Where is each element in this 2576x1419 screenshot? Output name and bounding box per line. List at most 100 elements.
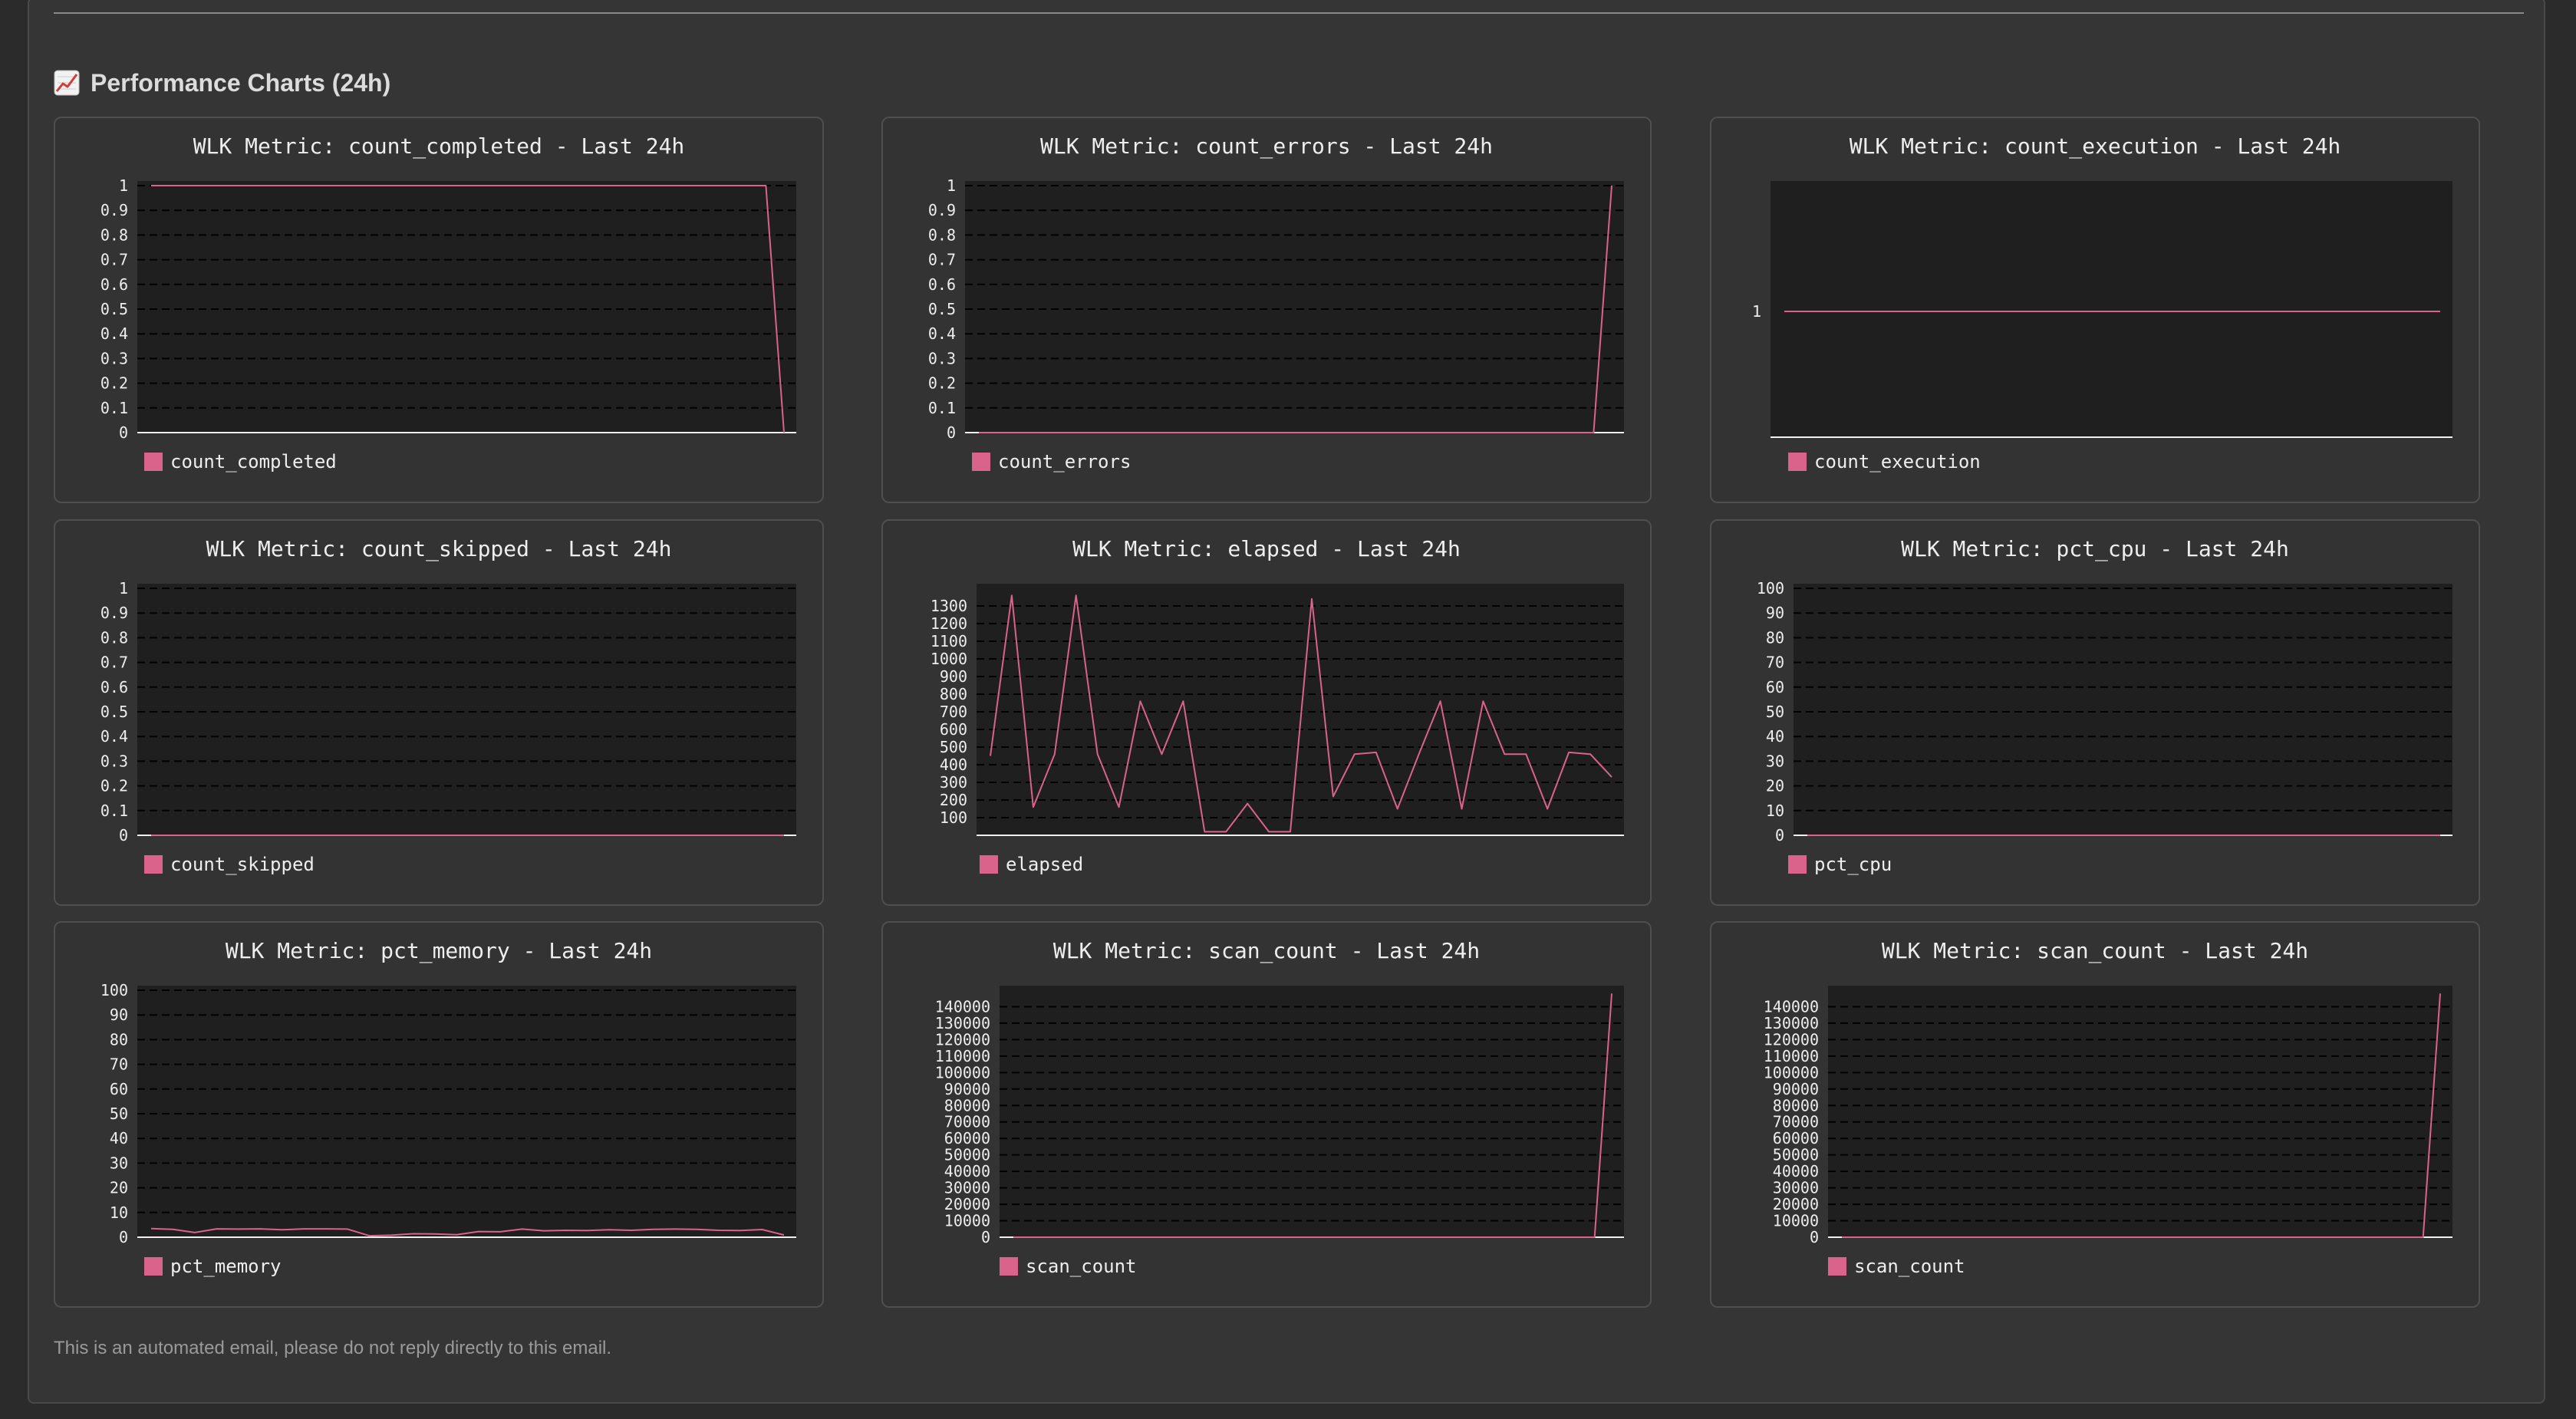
y-tick-label: 0 <box>1775 826 1784 844</box>
y-tick-label: 90000 <box>1773 1080 1819 1098</box>
y-tick-label: 90 <box>110 1006 128 1024</box>
y-tick-label: 0 <box>947 423 956 442</box>
chart-title: WLK Metric: count_completed - Last 24h <box>193 133 685 160</box>
y-tick-label: 80 <box>1766 628 1784 647</box>
y-tick-label: 50 <box>1766 703 1784 721</box>
y-tick-label: 70 <box>1766 654 1784 672</box>
y-tick-label: 20 <box>1766 777 1784 795</box>
y-tick-label: 0.3 <box>100 349 128 367</box>
legend-label: count_errors <box>998 451 1131 472</box>
y-tick-label: 10 <box>1766 802 1784 820</box>
legend-label: pct_memory <box>170 1256 282 1277</box>
y-tick-label: 70000 <box>1773 1113 1819 1131</box>
chart-count-skipped: WLK Metric: count_skipped - Last 24h 0 0.1… <box>100 536 796 875</box>
y-tick-label: 900 <box>940 667 967 686</box>
y-tick-label: 40 <box>1766 727 1784 746</box>
chart-title: WLK Metric: elapsed - Last 24h <box>1072 536 1461 561</box>
legend-swatch <box>972 453 990 471</box>
y-tick-label: 0.2 <box>100 777 128 795</box>
y-tick-label: 0.5 <box>100 300 128 318</box>
chart-pct-cpu: WLK Metric: pct_cpu - Last 24h 0 10 20 30 40 5… <box>1757 536 2452 875</box>
chart-card: WLK Metric: count_execution - Last 24h 1 c… <box>1710 117 2480 503</box>
y-tick-label: 0.8 <box>100 226 128 244</box>
chart-count-errors: WLK Metric: count_errors - Last 24h 0 0.1 0… <box>928 133 1624 472</box>
y-tick-label: 0.8 <box>100 628 128 647</box>
legend-label: scan_count <box>1026 1256 1137 1277</box>
y-tick-label: 0.5 <box>928 300 956 318</box>
y-tick-label: 80 <box>110 1030 128 1049</box>
y-tick-label: 1 <box>119 176 128 195</box>
y-tick-label: 0.1 <box>928 399 956 417</box>
y-tick-label: 100000 <box>1764 1063 1819 1082</box>
divider <box>54 12 2524 14</box>
legend-label: scan_count <box>1854 1256 1965 1277</box>
y-tick-label: 20000 <box>1773 1195 1819 1213</box>
y-tick-label: 70 <box>110 1055 128 1074</box>
y-tick-label: 60 <box>1766 678 1784 696</box>
legend-label: elapsed <box>1006 854 1083 875</box>
y-tick-label: 120000 <box>935 1030 990 1049</box>
plot-area <box>977 584 1624 835</box>
y-tick-label: 90000 <box>944 1080 990 1098</box>
y-tick-label: 1 <box>119 579 128 598</box>
y-tick-label: 60000 <box>1773 1129 1819 1147</box>
y-tick-label: 0.9 <box>928 201 956 219</box>
y-tick-label: 50000 <box>944 1146 990 1164</box>
y-tick-label: 0.6 <box>100 275 128 294</box>
chart-count-completed: WLK Metric: count_completed - Last 24h 0 0… <box>100 133 796 472</box>
chart-scan-count: WLK Metric: scan_count - Last 24h 0100002… <box>1764 938 2452 1277</box>
chart-title: WLK Metric: count_errors - Last 24h <box>1040 133 1493 160</box>
plot-area <box>965 181 1624 433</box>
y-tick-label: 1 <box>1752 302 1761 321</box>
y-tick-label: 700 <box>940 703 967 721</box>
y-tick-label: 30000 <box>1773 1179 1819 1197</box>
y-tick-label: 100 <box>1757 579 1784 598</box>
plot-area <box>1794 584 2452 835</box>
y-tick-label: 0.2 <box>928 374 956 393</box>
y-tick-label: 40000 <box>944 1162 990 1180</box>
y-tick-label: 0 <box>119 423 128 442</box>
y-tick-label: 0.9 <box>100 604 128 622</box>
y-tick-label: 1000 <box>931 650 967 668</box>
legend-label: count_skipped <box>170 854 315 875</box>
plot-area <box>137 181 796 433</box>
y-tick-label: 10000 <box>944 1212 990 1230</box>
y-tick-label: 0.3 <box>928 349 956 367</box>
chart-card: WLK Metric: count_skipped - Last 24h 0 0.1… <box>54 519 824 906</box>
y-tick-label: 90 <box>1766 604 1784 622</box>
legend-label: pct_cpu <box>1814 854 1892 875</box>
y-tick-label: 40000 <box>1773 1162 1819 1180</box>
chart-title: WLK Metric: count_skipped - Last 24h <box>206 536 672 562</box>
chart-title: WLK Metric: pct_cpu - Last 24h <box>1901 536 2289 562</box>
y-tick-label: 0 <box>119 826 128 844</box>
y-tick-label: 0.4 <box>100 324 128 343</box>
y-tick-label: 0.7 <box>928 251 956 269</box>
y-tick-label: 400 <box>940 756 967 774</box>
y-tick-label: 500 <box>940 738 967 756</box>
y-tick-label: 30 <box>1766 752 1784 770</box>
y-tick-label: 50 <box>110 1105 128 1123</box>
y-tick-label: 0.6 <box>928 275 956 294</box>
y-tick-label: 80000 <box>1773 1096 1819 1114</box>
y-tick-label: 1200 <box>931 614 967 633</box>
chart-pct-memory: WLK Metric: pct_memory - Last 24h 0 10 20 30… <box>100 938 796 1277</box>
legend-swatch <box>1788 855 1807 874</box>
plot-area <box>1000 986 1624 1237</box>
chart-scan-count: WLK Metric: scan_count - Last 24h 0100002… <box>935 938 1624 1277</box>
y-tick-label: 10 <box>110 1203 128 1222</box>
chart-title: WLK Metric: scan_count - Last 24h <box>1882 938 2308 964</box>
y-tick-label: 0 <box>981 1228 990 1246</box>
y-tick-label: 200 <box>940 791 967 809</box>
series-line-count_errors <box>979 185 1612 433</box>
y-tick-label: 800 <box>940 685 967 703</box>
y-tick-label: 10000 <box>1773 1212 1819 1230</box>
y-tick-label: 0.5 <box>100 703 128 721</box>
series-line-scan_count <box>1013 993 1612 1238</box>
series-line-pct_memory <box>150 1227 785 1237</box>
chart-card: WLK Metric: count_completed - Last 24h 0 0… <box>54 117 824 503</box>
y-tick-label: 130000 <box>935 1014 990 1032</box>
chart-card: WLK Metric: count_errors - Last 24h 0 0.1 0… <box>881 117 1652 503</box>
chart-title: WLK Metric: scan_count - Last 24h <box>1053 938 1480 964</box>
y-tick-label: 0.7 <box>100 654 128 672</box>
y-tick-label: 300 <box>940 773 967 792</box>
